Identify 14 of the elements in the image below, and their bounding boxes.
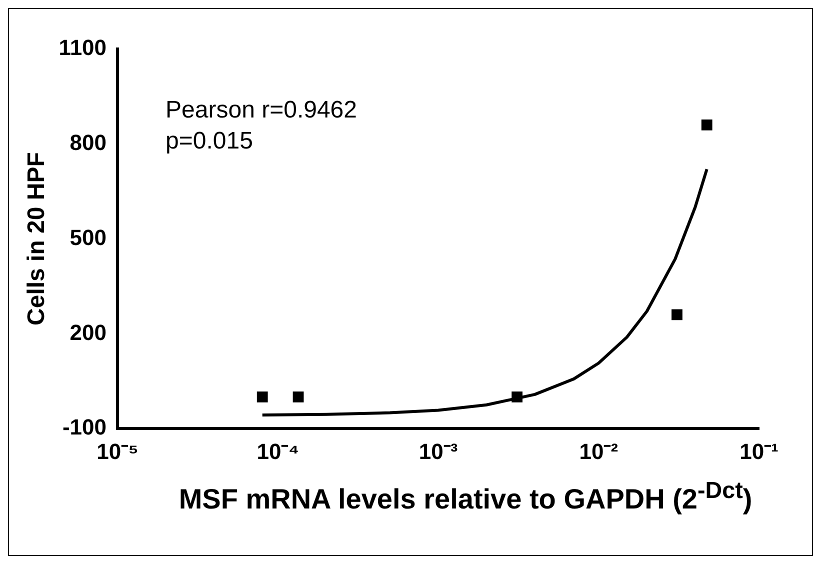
y-tick-label: 200 [70, 320, 107, 345]
y-tick-label: 500 [70, 224, 107, 250]
annotation: Pearson r=0.9462 [166, 96, 358, 124]
y-tick-label: 1100 [58, 35, 107, 60]
x-axis-title: MSF mRNA levels relative to GAPDH (2$^{-Dct}$) [178, 477, 754, 516]
annotation: p=0.015 [166, 128, 253, 155]
y-tick-label: -100 [62, 414, 107, 440]
y-tick-label: 800 [70, 130, 107, 155]
x-tick-label: 10⁻⁵ [96, 438, 138, 464]
x-tick-label: 10⁻¹ [740, 438, 778, 464]
x-tick-label: 10⁻⁴ [256, 438, 300, 464]
y-axis-title: Cells in 20 HPF [23, 152, 50, 326]
x-tick-label: 10⁻² [579, 438, 618, 464]
x-tick-label: 10⁻³ [418, 438, 458, 464]
